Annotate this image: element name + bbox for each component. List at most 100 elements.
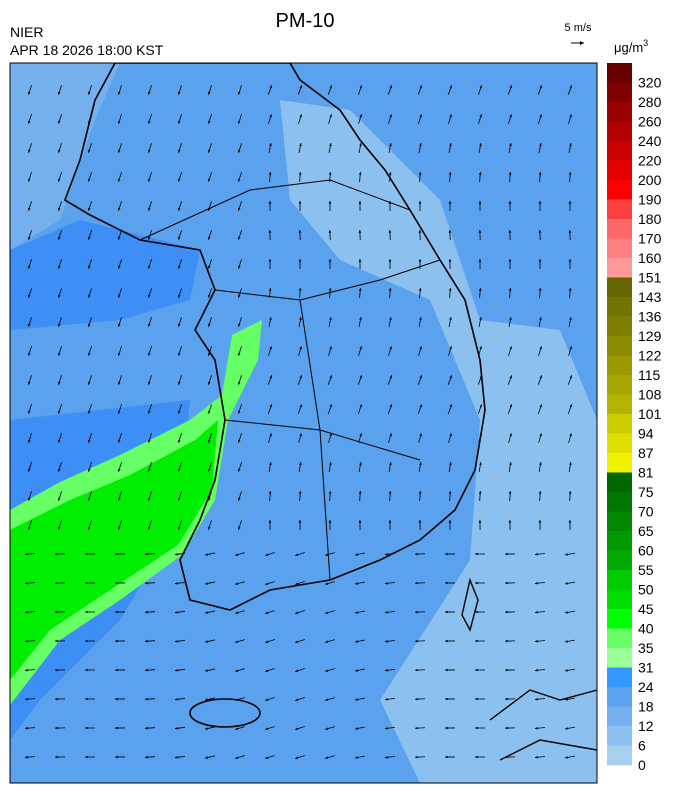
- wind-arrow-head: [238, 149, 241, 153]
- wind-arrow-head: [55, 581, 58, 585]
- datetime: APR 18 2026 18:00 KST: [10, 42, 164, 58]
- colorbar-label: 81: [638, 465, 654, 481]
- wind-arrow-head: [328, 288, 332, 291]
- wind-arrow-head: [539, 462, 542, 465]
- wind-arrow-head: [58, 149, 61, 153]
- wind-arrow-head: [355, 756, 359, 759]
- colorbar-label: 50: [638, 582, 654, 598]
- wind-arrow-head: [539, 404, 543, 408]
- colorbar-segment: [607, 628, 632, 649]
- wind-arrow-head: [388, 230, 392, 233]
- wind-arrow-head: [385, 755, 388, 759]
- wind-arrow-head: [148, 236, 151, 240]
- wind-arrow-head: [479, 114, 482, 118]
- coastline: [64, 63, 486, 611]
- wind-arrow-head: [358, 172, 362, 175]
- wind-arrow-head: [238, 439, 241, 443]
- wind-arrow-head: [88, 352, 91, 356]
- wind-arrow-head: [178, 178, 181, 182]
- wind-arrow-head: [415, 552, 418, 556]
- wind-arrow-head: [359, 85, 363, 89]
- wind-arrow-head: [28, 207, 31, 211]
- wind-arrow-head: [208, 236, 211, 240]
- wind-arrow-head: [88, 294, 91, 298]
- colorbar-label: 129: [638, 328, 662, 344]
- wind-arrow-head: [208, 294, 211, 298]
- wind-arrow-head: [569, 462, 572, 465]
- province-border: [139, 179, 441, 581]
- wind-arrow-head: [419, 143, 422, 146]
- colorbar-segment: [607, 414, 632, 434]
- wind-arrow-head: [539, 114, 542, 118]
- wind-arrow-head: [299, 375, 303, 379]
- colorbar-label: 190: [638, 192, 662, 208]
- wind-arrow-head: [325, 698, 329, 701]
- wind-arrow-head: [238, 410, 241, 414]
- wind-arrow-head: [58, 526, 61, 530]
- wind-arrow-head: [448, 201, 452, 204]
- colorbar-label: 180: [638, 211, 662, 227]
- wind-arrow-head: [25, 726, 28, 730]
- wind-arrow-head: [208, 91, 211, 95]
- wind-arrow-head: [329, 346, 332, 350]
- wind-arrow-head: [535, 726, 538, 730]
- wind-arrow-head: [28, 323, 31, 327]
- wind-arrow-head: [535, 639, 538, 643]
- wind-arrow-head: [238, 207, 241, 211]
- wind-arrow-head: [419, 85, 423, 89]
- colorbar-segment: [607, 63, 632, 83]
- wind-arrow-head: [509, 404, 513, 408]
- wind-arrow-head: [148, 497, 151, 501]
- wind-arrow-head: [88, 120, 91, 124]
- wind-arrow-head: [295, 727, 299, 730]
- wind-arrow-head: [448, 230, 452, 233]
- wind-arrow-head: [299, 114, 302, 118]
- wind-arrow-head: [419, 433, 422, 437]
- wind-arrow-head: [325, 582, 329, 585]
- wind-arrow-head: [328, 491, 332, 494]
- wind-arrow-head: [325, 756, 329, 759]
- colorbar-label: 75: [638, 484, 654, 500]
- wind-arrow-head: [385, 639, 388, 643]
- wind-arrow-head: [178, 91, 181, 95]
- agency: NIER: [10, 24, 43, 40]
- colorbar-label: 220: [638, 153, 662, 169]
- wind-arrow-head: [449, 346, 452, 350]
- wind-arrow-head: [28, 91, 31, 95]
- wind-arrow-head: [118, 236, 121, 240]
- wind-arrow-head: [145, 581, 148, 585]
- wind-arrow-head: [178, 410, 181, 414]
- wind-arrow-head: [539, 143, 542, 146]
- wind-arrow-head: [25, 610, 28, 614]
- colorbar-label: 320: [638, 75, 662, 91]
- wind-arrow-head: [415, 755, 418, 759]
- wind-arrow-head: [295, 756, 299, 759]
- wind-arrow-head: [118, 526, 121, 530]
- wind-arrow-head: [359, 433, 362, 437]
- wind-arrow-head: [28, 352, 31, 356]
- wind-arrow-head: [568, 520, 572, 523]
- wind-arrow-head: [419, 317, 422, 320]
- wind-arrow-head: [565, 582, 568, 585]
- colorbar-label: 200: [638, 172, 662, 188]
- wind-arrow-head: [415, 726, 418, 730]
- wind-arrow-head: [325, 727, 329, 730]
- wind-arrow-head: [58, 236, 61, 240]
- wind-arrow-head: [329, 462, 332, 465]
- wind-arrow-head: [118, 294, 121, 298]
- wind-arrow-head: [238, 120, 241, 124]
- wind-arrow-head: [418, 230, 422, 233]
- wind-arrow-head: [235, 756, 239, 759]
- colorbar-segment: [607, 667, 632, 688]
- wind-arrow-head: [539, 85, 543, 89]
- colorbar-segment: [607, 511, 632, 532]
- wind-arrow-head: [508, 520, 512, 523]
- wind-arrow-head: [539, 375, 543, 379]
- colorbar-label: 24: [638, 679, 654, 695]
- wind-arrow-head: [479, 462, 482, 465]
- wind-arrow-head: [268, 491, 272, 494]
- wind-arrow-head: [478, 201, 482, 204]
- wind-arrow-head: [568, 491, 572, 494]
- wind-arrow-head: [385, 697, 388, 701]
- wind-arrow-head: [478, 259, 482, 262]
